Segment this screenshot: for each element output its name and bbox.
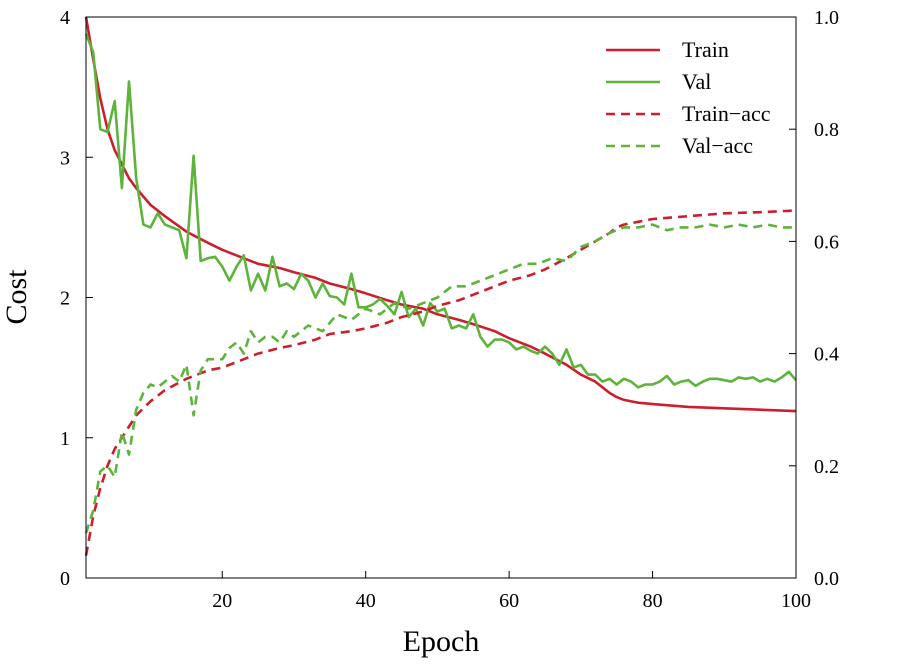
x-tick-label: 60 bbox=[499, 590, 519, 612]
series-line-2 bbox=[84, 33, 797, 389]
legend-label-1: Train bbox=[682, 37, 729, 62]
y-tick-label: 0 bbox=[60, 568, 70, 590]
x-axis-label: Epoch bbox=[403, 625, 480, 658]
y2-tick-label: 0.2 bbox=[814, 456, 839, 478]
plot-area bbox=[84, 16, 797, 556]
x-tick-label: 80 bbox=[643, 590, 663, 612]
legend: Train Val Train−acc Val−acc bbox=[606, 37, 771, 158]
y-tick-label: 3 bbox=[60, 147, 70, 169]
legend-label-3: Train−acc bbox=[682, 101, 771, 126]
legend-label-4: Val−acc bbox=[682, 133, 753, 158]
y-tick-label: 2 bbox=[60, 288, 70, 310]
y-tick-label: 4 bbox=[60, 7, 70, 29]
y2-tick-label: 0.4 bbox=[814, 344, 839, 366]
y2-tick-label: 1.0 bbox=[814, 7, 839, 29]
y2-tick-label: 0.6 bbox=[814, 231, 839, 253]
y-tick-label: 1 bbox=[60, 428, 70, 450]
y2-tick-label: 0.8 bbox=[814, 119, 839, 141]
series-line-4 bbox=[84, 223, 796, 534]
series-line-1 bbox=[84, 16, 797, 413]
x-tick-label: 100 bbox=[781, 590, 811, 612]
series-line-3 bbox=[84, 209, 797, 556]
y2-tick-label: 0.0 bbox=[814, 568, 839, 590]
y-axis-label: Cost bbox=[0, 269, 33, 325]
legend-label-2: Val bbox=[682, 69, 711, 94]
x-tick-label: 40 bbox=[356, 590, 376, 612]
x-tick-label: 20 bbox=[212, 590, 232, 612]
axes: 20 40 60 80 100 0 1 2 3 4 0.0 0.2 0.4 0.6 0.8 1.0 bbox=[60, 7, 839, 612]
